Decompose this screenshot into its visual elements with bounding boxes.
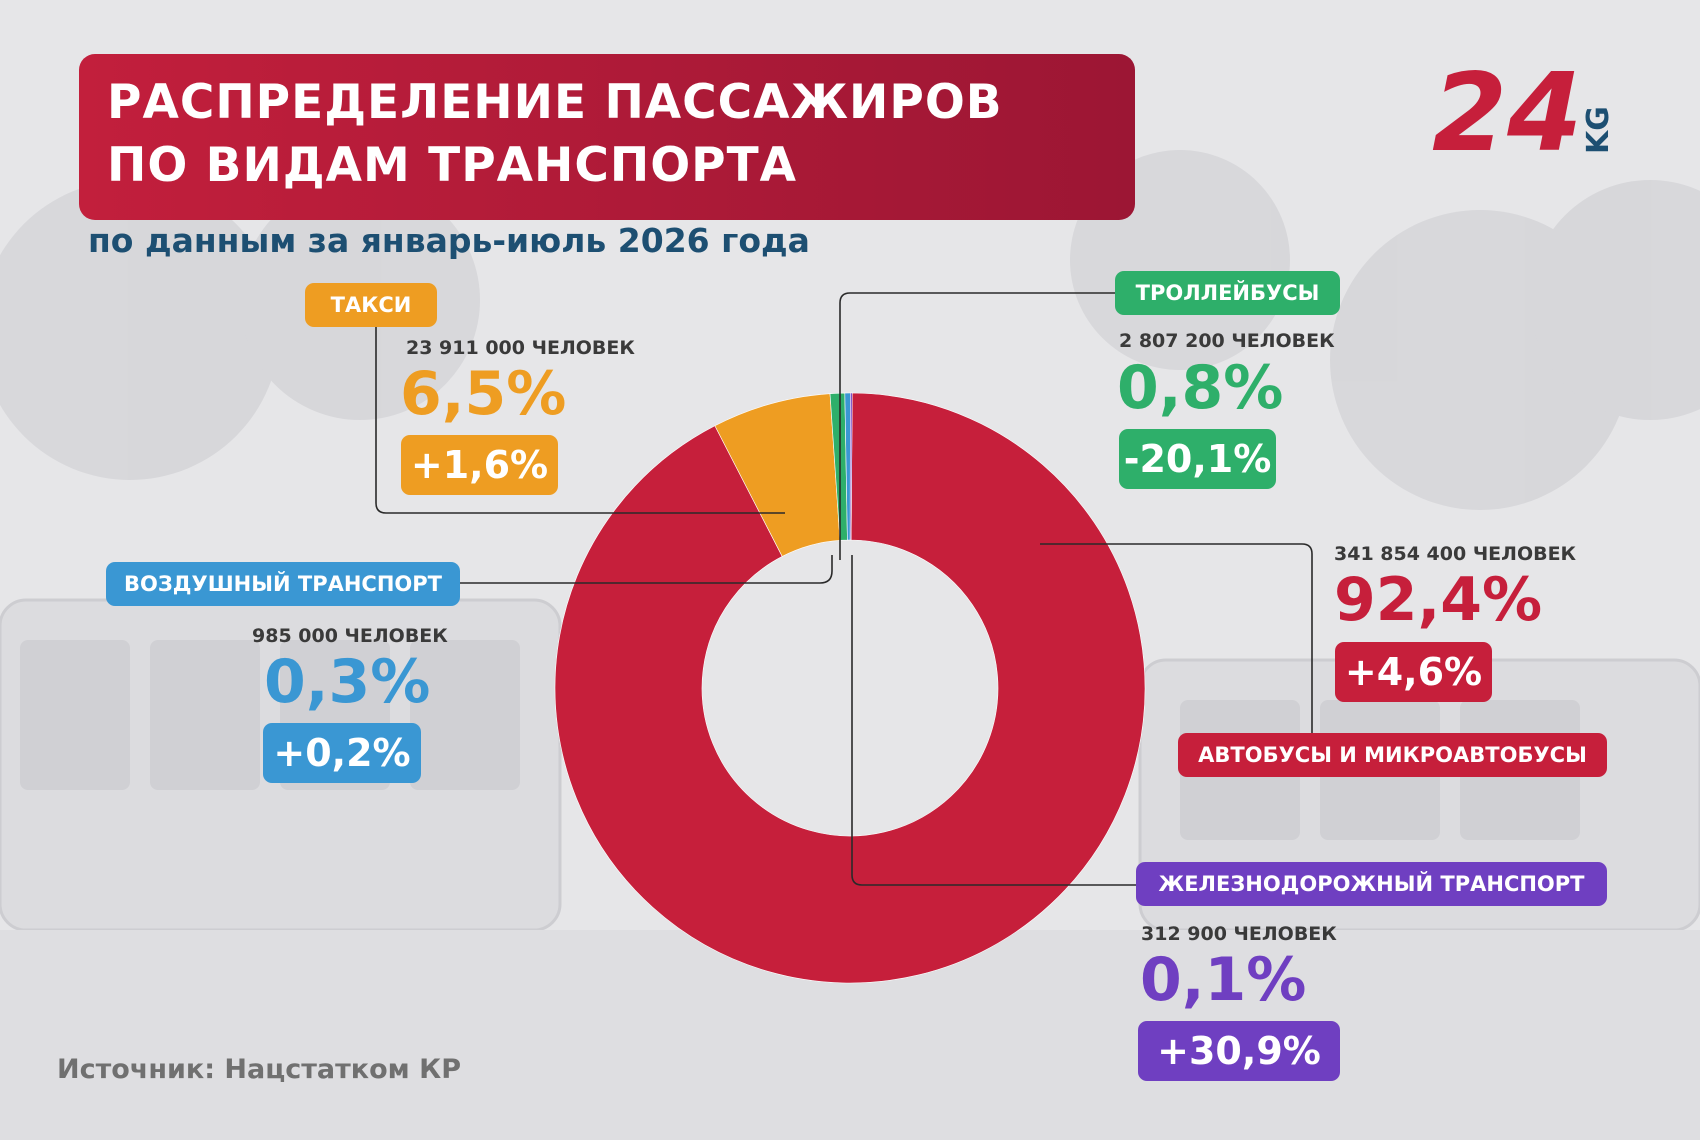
leader-line-trolleybus — [839, 292, 1115, 560]
leader-line-rail — [851, 555, 1136, 886]
air-passenger-count: 985 000 человек — [252, 625, 448, 647]
air-share: 0,3% — [264, 647, 431, 717]
taxi-name-badge: ТАКСИ — [305, 283, 437, 327]
subtitle: по данным за январь-июль 2026 года — [88, 221, 810, 260]
leader-line-air — [460, 555, 833, 584]
trolleybus-name-badge: ТРОЛЛЕЙБУСЫ — [1115, 271, 1340, 315]
taxi-share: 6,5% — [400, 359, 567, 429]
title-banner: РАСПРЕДЕЛЕНИЕ ПАССАЖИРОВ ПО ВИДАМ ТРАНСП… — [79, 54, 1135, 220]
rail-name-badge: ЖЕЛЕЗНОДОРОЖНЫЙ ТРАНСПОРТ — [1136, 862, 1607, 906]
slice-rail — [849, 392, 853, 541]
taxi-change-badge: +1,6% — [401, 435, 558, 495]
logo-number: 24 — [1432, 51, 1582, 165]
taxi-passenger-count: 23 911 000 человек — [406, 337, 635, 359]
trolleybus-share: 0,8% — [1117, 353, 1284, 423]
title-line-2: ПО ВИДАМ ТРАНСПОРТА — [107, 138, 798, 193]
24kg-logo: 24 KG — [1432, 51, 1616, 165]
rail-share: 0,1% — [1140, 945, 1307, 1015]
bus-name-badge: АВТОБУСЫ И МИКРОАВТОБУСЫ — [1178, 733, 1607, 777]
slice-bus — [554, 392, 1146, 984]
leader-line-bus — [1040, 543, 1313, 740]
rail-passenger-count: 312 900 человек — [1141, 923, 1337, 945]
trolleybus-passenger-count: 2 807 200 человек — [1119, 330, 1335, 352]
bus-share: 92,4% — [1334, 565, 1543, 635]
leader-line-taxi — [375, 320, 785, 514]
air-name-badge: ВОЗДУШНЫЙ ТРАНСПОРТ — [106, 562, 460, 606]
trolleybus-change-badge: -20,1% — [1119, 429, 1276, 489]
bus-change-badge: +4,6% — [1335, 642, 1492, 702]
source-note: Источник: Нацстатком КР — [57, 1054, 461, 1085]
logo-suffix: KG — [1581, 106, 1616, 154]
rail-change-badge: +30,9% — [1138, 1021, 1340, 1081]
air-change-badge: +0,2% — [263, 723, 421, 783]
bus-passenger-count: 341 854 400 человек — [1334, 543, 1577, 565]
title-line-1: РАСПРЕДЕЛЕНИЕ ПАССАЖИРОВ — [107, 75, 1003, 130]
